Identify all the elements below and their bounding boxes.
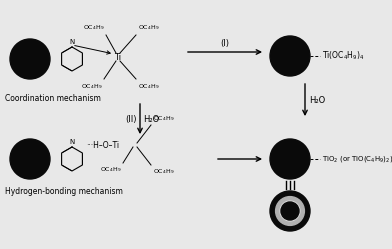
Text: OC$_4$H$_9$: OC$_4$H$_9$ <box>153 114 174 123</box>
Text: OC$_4$H$_9$: OC$_4$H$_9$ <box>138 23 160 32</box>
Text: OC$_4$H$_9$: OC$_4$H$_9$ <box>153 167 174 176</box>
Circle shape <box>281 202 299 220</box>
Circle shape <box>276 197 305 225</box>
Text: H₂O: H₂O <box>309 96 325 105</box>
Text: OC$_4$H$_9$: OC$_4$H$_9$ <box>83 23 104 32</box>
Text: (I): (I) <box>220 39 229 48</box>
Text: ···H–O–Ti: ···H–O–Ti <box>86 140 119 149</box>
Circle shape <box>270 139 310 179</box>
Text: Coordination mechanism: Coordination mechanism <box>5 94 101 103</box>
Text: Hydrogen-bonding mechanism: Hydrogen-bonding mechanism <box>5 187 123 196</box>
Text: Ti: Ti <box>114 53 122 62</box>
Text: OC$_4$H$_9$: OC$_4$H$_9$ <box>138 82 160 91</box>
Circle shape <box>10 39 50 79</box>
Text: N: N <box>69 139 74 145</box>
Circle shape <box>270 191 310 231</box>
Circle shape <box>280 201 300 221</box>
Text: OC$_4$H$_9$: OC$_4$H$_9$ <box>80 82 102 91</box>
Text: Ti(OC$_4$H$_9$)$_4$: Ti(OC$_4$H$_9$)$_4$ <box>322 50 365 62</box>
Text: (II): (II) <box>125 115 137 124</box>
Circle shape <box>10 139 50 179</box>
Text: TiO$_2$ (or TiO(C$_4$H$_9$)$_2$): TiO$_2$ (or TiO(C$_4$H$_9$)$_2$) <box>322 154 392 164</box>
Text: N: N <box>69 39 74 45</box>
Circle shape <box>270 36 310 76</box>
Text: H₂O: H₂O <box>143 115 159 124</box>
Text: OC$_4$H$_9$: OC$_4$H$_9$ <box>100 165 121 174</box>
